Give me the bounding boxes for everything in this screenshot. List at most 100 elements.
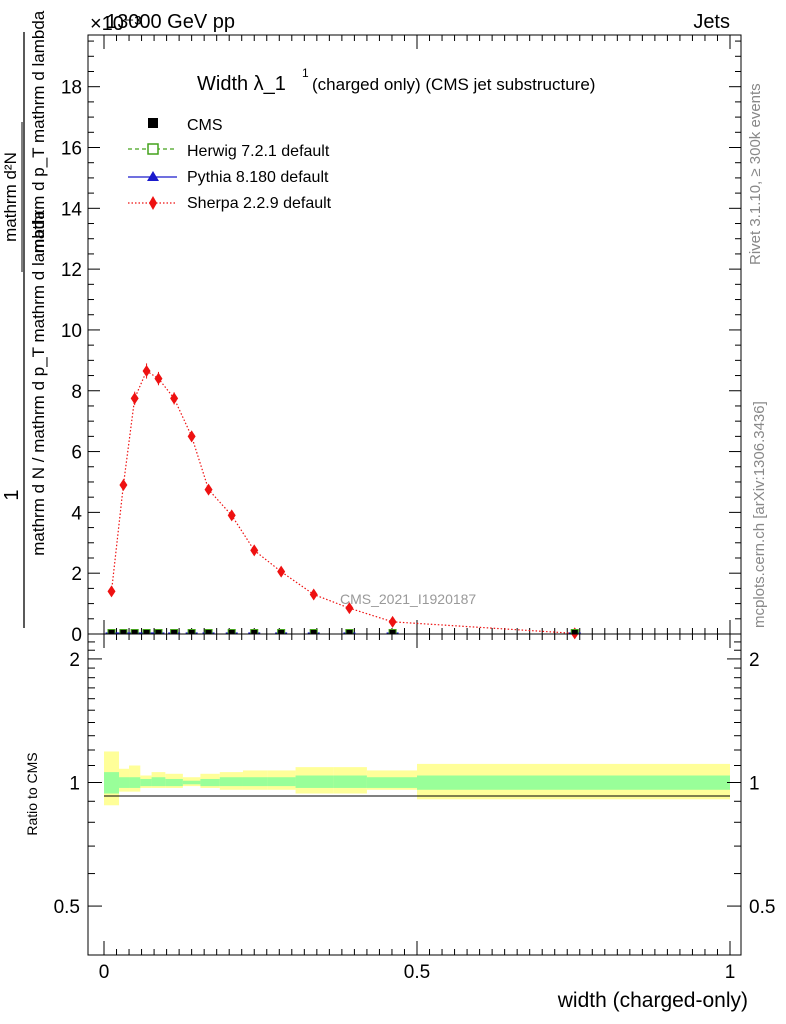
ratio-ticks bbox=[88, 634, 741, 955]
cms-point bbox=[228, 630, 235, 634]
xtick-label: 0 bbox=[99, 962, 110, 983]
xtick-label: 1 bbox=[725, 962, 736, 983]
ratio-ytick-label-right: 0.5 bbox=[749, 897, 775, 918]
ratio-ytick-label-right: 1 bbox=[749, 773, 760, 794]
ratio-ytick-label-right: 2 bbox=[749, 650, 760, 671]
ylabel-inner-denominator: mathrm d p_T mathrm d lambda bbox=[29, 10, 48, 253]
legend-label-pythia: Pythia 8.180 default bbox=[187, 169, 329, 186]
ratio-inner-band bbox=[267, 777, 296, 787]
ratio-inner-band bbox=[182, 780, 201, 785]
ratio-ytick-label: 1 bbox=[69, 773, 80, 794]
main-ytick-label: 4 bbox=[71, 503, 82, 524]
main-ytick-label: 10 bbox=[61, 321, 82, 342]
sherpa-point bbox=[204, 483, 213, 496]
main-ylabel: 1 mathrm d N / mathrm d p_T mathrm d lam… bbox=[1, 10, 48, 628]
sherpa-point bbox=[250, 544, 259, 557]
legend-item-herwig: Herwig 7.2.1 default bbox=[128, 143, 330, 160]
header-left: 13000 GeV pp bbox=[106, 11, 235, 33]
sherpa-point bbox=[154, 372, 163, 385]
ylabel-outer-denominator: mathrm d N / mathrm d p_T mathrm d lambd… bbox=[29, 210, 48, 556]
title-superscript: 1 bbox=[302, 66, 309, 80]
main-series bbox=[105, 363, 581, 640]
sherpa-point bbox=[119, 479, 128, 492]
analysis-watermark: CMS_2021_I1920187 bbox=[340, 591, 476, 607]
ratio-inner-band bbox=[242, 777, 268, 787]
cms-point bbox=[278, 630, 285, 634]
legend-item-sherpa: Sherpa 2.2.9 default bbox=[128, 195, 332, 212]
exponent-label: ×10⁻³ bbox=[90, 13, 141, 35]
ratio-inner-band bbox=[129, 777, 141, 788]
legend: CMS Herwig 7.2.1 default Pythia 8.180 de… bbox=[128, 117, 332, 212]
cms-point bbox=[171, 630, 178, 634]
title-subtitle: (charged only) (CMS jet substructure) bbox=[312, 75, 595, 94]
ratio-inner-band bbox=[219, 777, 243, 787]
legend-label-cms: CMS bbox=[187, 117, 223, 134]
sherpa-point bbox=[187, 430, 196, 443]
ratio-tick-labels: 0.5 0.5 1 1 2 2 0 0.5 1 bbox=[54, 650, 776, 983]
cms-point bbox=[205, 630, 212, 634]
main-ytick-label: 12 bbox=[61, 260, 82, 281]
legend-marker-cms bbox=[148, 118, 158, 128]
cms-point bbox=[389, 630, 396, 634]
legend-item-pythia: Pythia 8.180 default bbox=[128, 169, 329, 186]
ratio-inner-band bbox=[165, 778, 183, 787]
legend-marker-pythia bbox=[147, 171, 159, 181]
sherpa-point bbox=[227, 509, 236, 522]
cms-point bbox=[143, 630, 150, 634]
main-tick-labels: 0 2 4 6 8 10 12 14 16 18 bbox=[61, 78, 83, 646]
main-ytick-label: 0 bbox=[71, 625, 82, 646]
main-plot-frame bbox=[87, 34, 742, 635]
sherpa-point bbox=[277, 565, 286, 578]
main-ytick-label: 14 bbox=[61, 199, 83, 220]
cms-point bbox=[120, 630, 127, 634]
ratio-inner-band bbox=[366, 777, 417, 788]
ylabel-one: 1 bbox=[1, 489, 23, 500]
ratio-bands bbox=[104, 751, 730, 806]
ratio-inner-band bbox=[151, 777, 166, 787]
legend-marker-sherpa bbox=[149, 196, 157, 210]
ratio-inner-band bbox=[200, 778, 220, 787]
header-right: Jets bbox=[693, 11, 730, 33]
legend-label-sherpa: Sherpa 2.2.9 default bbox=[187, 195, 332, 212]
ratio-inner-band bbox=[104, 772, 120, 794]
sherpa-point bbox=[170, 392, 179, 405]
ratio-inner-band bbox=[140, 778, 152, 787]
rivet-label: Rivet 3.1.10, ≥ 300k events bbox=[747, 83, 764, 265]
mcplots-label: mcplots.cern.ch [arXiv:1306.3436] bbox=[751, 401, 768, 628]
cms-point bbox=[571, 630, 578, 634]
legend-label-herwig: Herwig 7.2.1 default bbox=[187, 143, 330, 160]
cms-point bbox=[188, 630, 195, 634]
main-ytick-label: 2 bbox=[71, 564, 82, 585]
title-main: Width λ_1 bbox=[197, 73, 286, 95]
x-axis-label: width (charged-only) bbox=[557, 989, 748, 1012]
ratio-ytick-label: 2 bbox=[69, 650, 80, 671]
main-ytick-label: 18 bbox=[61, 78, 82, 99]
sherpa-point bbox=[309, 588, 318, 601]
main-ticks bbox=[88, 35, 741, 635]
legend-item-cms: CMS bbox=[148, 117, 223, 134]
ratio-ylabel: Ratio to CMS bbox=[24, 752, 40, 835]
cms-point bbox=[108, 630, 115, 634]
xtick-label: 0.5 bbox=[404, 962, 430, 983]
legend-marker-herwig bbox=[147, 143, 159, 155]
ratio-inner-band bbox=[333, 775, 367, 788]
cms-point bbox=[346, 630, 353, 634]
ratio-ytick-label: 0.5 bbox=[54, 897, 80, 918]
main-ytick-label: 16 bbox=[61, 139, 82, 160]
chart-title: Width λ_1 1 (charged only) (CMS jet subs… bbox=[197, 66, 595, 95]
cms-point bbox=[155, 630, 162, 634]
main-ytick-label: 8 bbox=[71, 382, 82, 403]
ratio-inner-band bbox=[417, 775, 730, 790]
cms-point bbox=[310, 630, 317, 634]
main-ytick-label: 6 bbox=[71, 443, 82, 464]
cms-point bbox=[131, 630, 138, 634]
sherpa-point bbox=[107, 585, 116, 598]
sherpa-point bbox=[388, 615, 397, 628]
cms-point bbox=[251, 630, 258, 634]
ratio-plot-frame bbox=[87, 633, 742, 956]
sherpa-point bbox=[345, 602, 354, 615]
ratio-inner-band bbox=[119, 777, 130, 788]
sherpa-point bbox=[142, 364, 151, 377]
sherpa-point bbox=[130, 392, 139, 405]
